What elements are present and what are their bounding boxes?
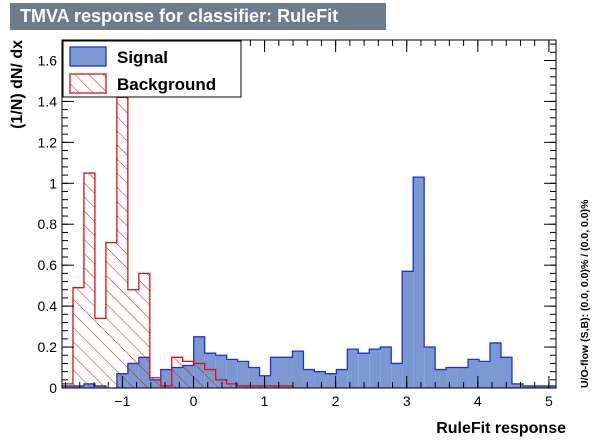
signal-bin-38	[479, 361, 491, 388]
signal-bin-27	[358, 353, 370, 388]
background-bin-11	[182, 361, 194, 388]
signal-bin-19	[270, 357, 282, 388]
y-tick-label: 1.6	[38, 52, 58, 68]
background-bin-9	[160, 385, 172, 388]
legend-label-background: Background	[117, 75, 216, 94]
signal-bin-32	[413, 177, 425, 388]
chart-title: TMVA response for classifier: RuleFit	[10, 3, 386, 30]
legend-label-signal: Signal	[117, 48, 168, 67]
background-bin-12	[193, 363, 205, 388]
background-bin-8	[149, 377, 161, 388]
background-bin-5	[116, 97, 128, 388]
signal-bin-40	[500, 357, 512, 388]
signal-bin-12	[193, 336, 205, 388]
signal-bin-26	[347, 349, 359, 388]
background-bin-7	[138, 273, 150, 388]
signal-bin-34	[435, 369, 447, 388]
plot-frame	[61, 39, 557, 389]
y-tick-label: 0.6	[38, 257, 58, 273]
y-tick-label: 1.4	[38, 93, 58, 109]
background-bin-13	[204, 369, 216, 388]
signal-bin-41	[511, 383, 523, 388]
signal-bin-16	[237, 361, 249, 388]
signal-bin-35	[446, 367, 458, 388]
background-bin-15	[226, 383, 238, 388]
background-bin-3	[94, 318, 106, 388]
background-bin-0	[62, 383, 73, 388]
signal-bin-25	[336, 369, 348, 388]
background-bin-6	[127, 289, 139, 388]
x-tick-label: 3	[403, 393, 411, 409]
x-axis-label: RuleFit response	[436, 420, 566, 437]
signal-bin-24	[325, 373, 337, 388]
background-bin-16	[237, 385, 249, 388]
background-bin-10	[171, 357, 183, 388]
signal-bin-43	[533, 385, 545, 388]
signal-bin-21	[292, 351, 304, 388]
x-tick-label: 4	[474, 393, 482, 409]
x-tick-label: −1	[114, 393, 130, 409]
y-tick-label: 0.2	[38, 339, 58, 355]
x-tick-label: 2	[332, 393, 340, 409]
signal-bin-28	[369, 349, 381, 388]
signal-bin-42	[522, 385, 534, 388]
signal-bin-33	[424, 347, 436, 388]
overflow-label: U/O-flow (S,B): (0.0, 0.0)% / (0.0, 0.0)…	[579, 199, 591, 388]
background-bin-4	[105, 242, 117, 388]
signal-bin-9	[160, 369, 172, 388]
signal-bin-44	[544, 385, 556, 388]
background-bin-14	[215, 379, 227, 388]
signal-bin-22	[303, 369, 315, 388]
signal-bin-39	[490, 342, 501, 388]
y-tick-label: 0	[49, 380, 57, 396]
signal-bin-23	[314, 371, 326, 388]
y-tick-label: 0.8	[38, 216, 58, 232]
background-bin-17	[248, 385, 260, 388]
signal-bin-14	[215, 355, 227, 388]
background-outline	[62, 96, 556, 388]
signal-bin-30	[391, 363, 403, 388]
signal-bin-15	[226, 359, 238, 388]
legend-swatch-background	[69, 73, 107, 94]
y-tick-label: 1.2	[38, 134, 58, 150]
y-axis-label: (1/N) dN/ dx	[9, 40, 26, 129]
signal-bin-17	[248, 367, 260, 388]
background-bin-19	[270, 385, 282, 388]
x-tick-label: 5	[545, 393, 553, 409]
legend-swatch-signal	[69, 46, 107, 67]
y-tick-label: 0.4	[38, 298, 58, 314]
background-bin-2	[83, 173, 95, 388]
y-tick-label: 1	[49, 175, 57, 191]
signal-bin-37	[468, 359, 480, 388]
signal-bin-36	[457, 367, 469, 388]
x-tick-label: 1	[261, 393, 269, 409]
x-tick-label: 0	[190, 393, 198, 409]
background-bin-20	[281, 385, 293, 388]
signal-bin-31	[402, 271, 414, 388]
signal-bin-20	[281, 357, 293, 388]
background-bin-1	[72, 287, 84, 388]
signal-bin-29	[380, 347, 392, 388]
